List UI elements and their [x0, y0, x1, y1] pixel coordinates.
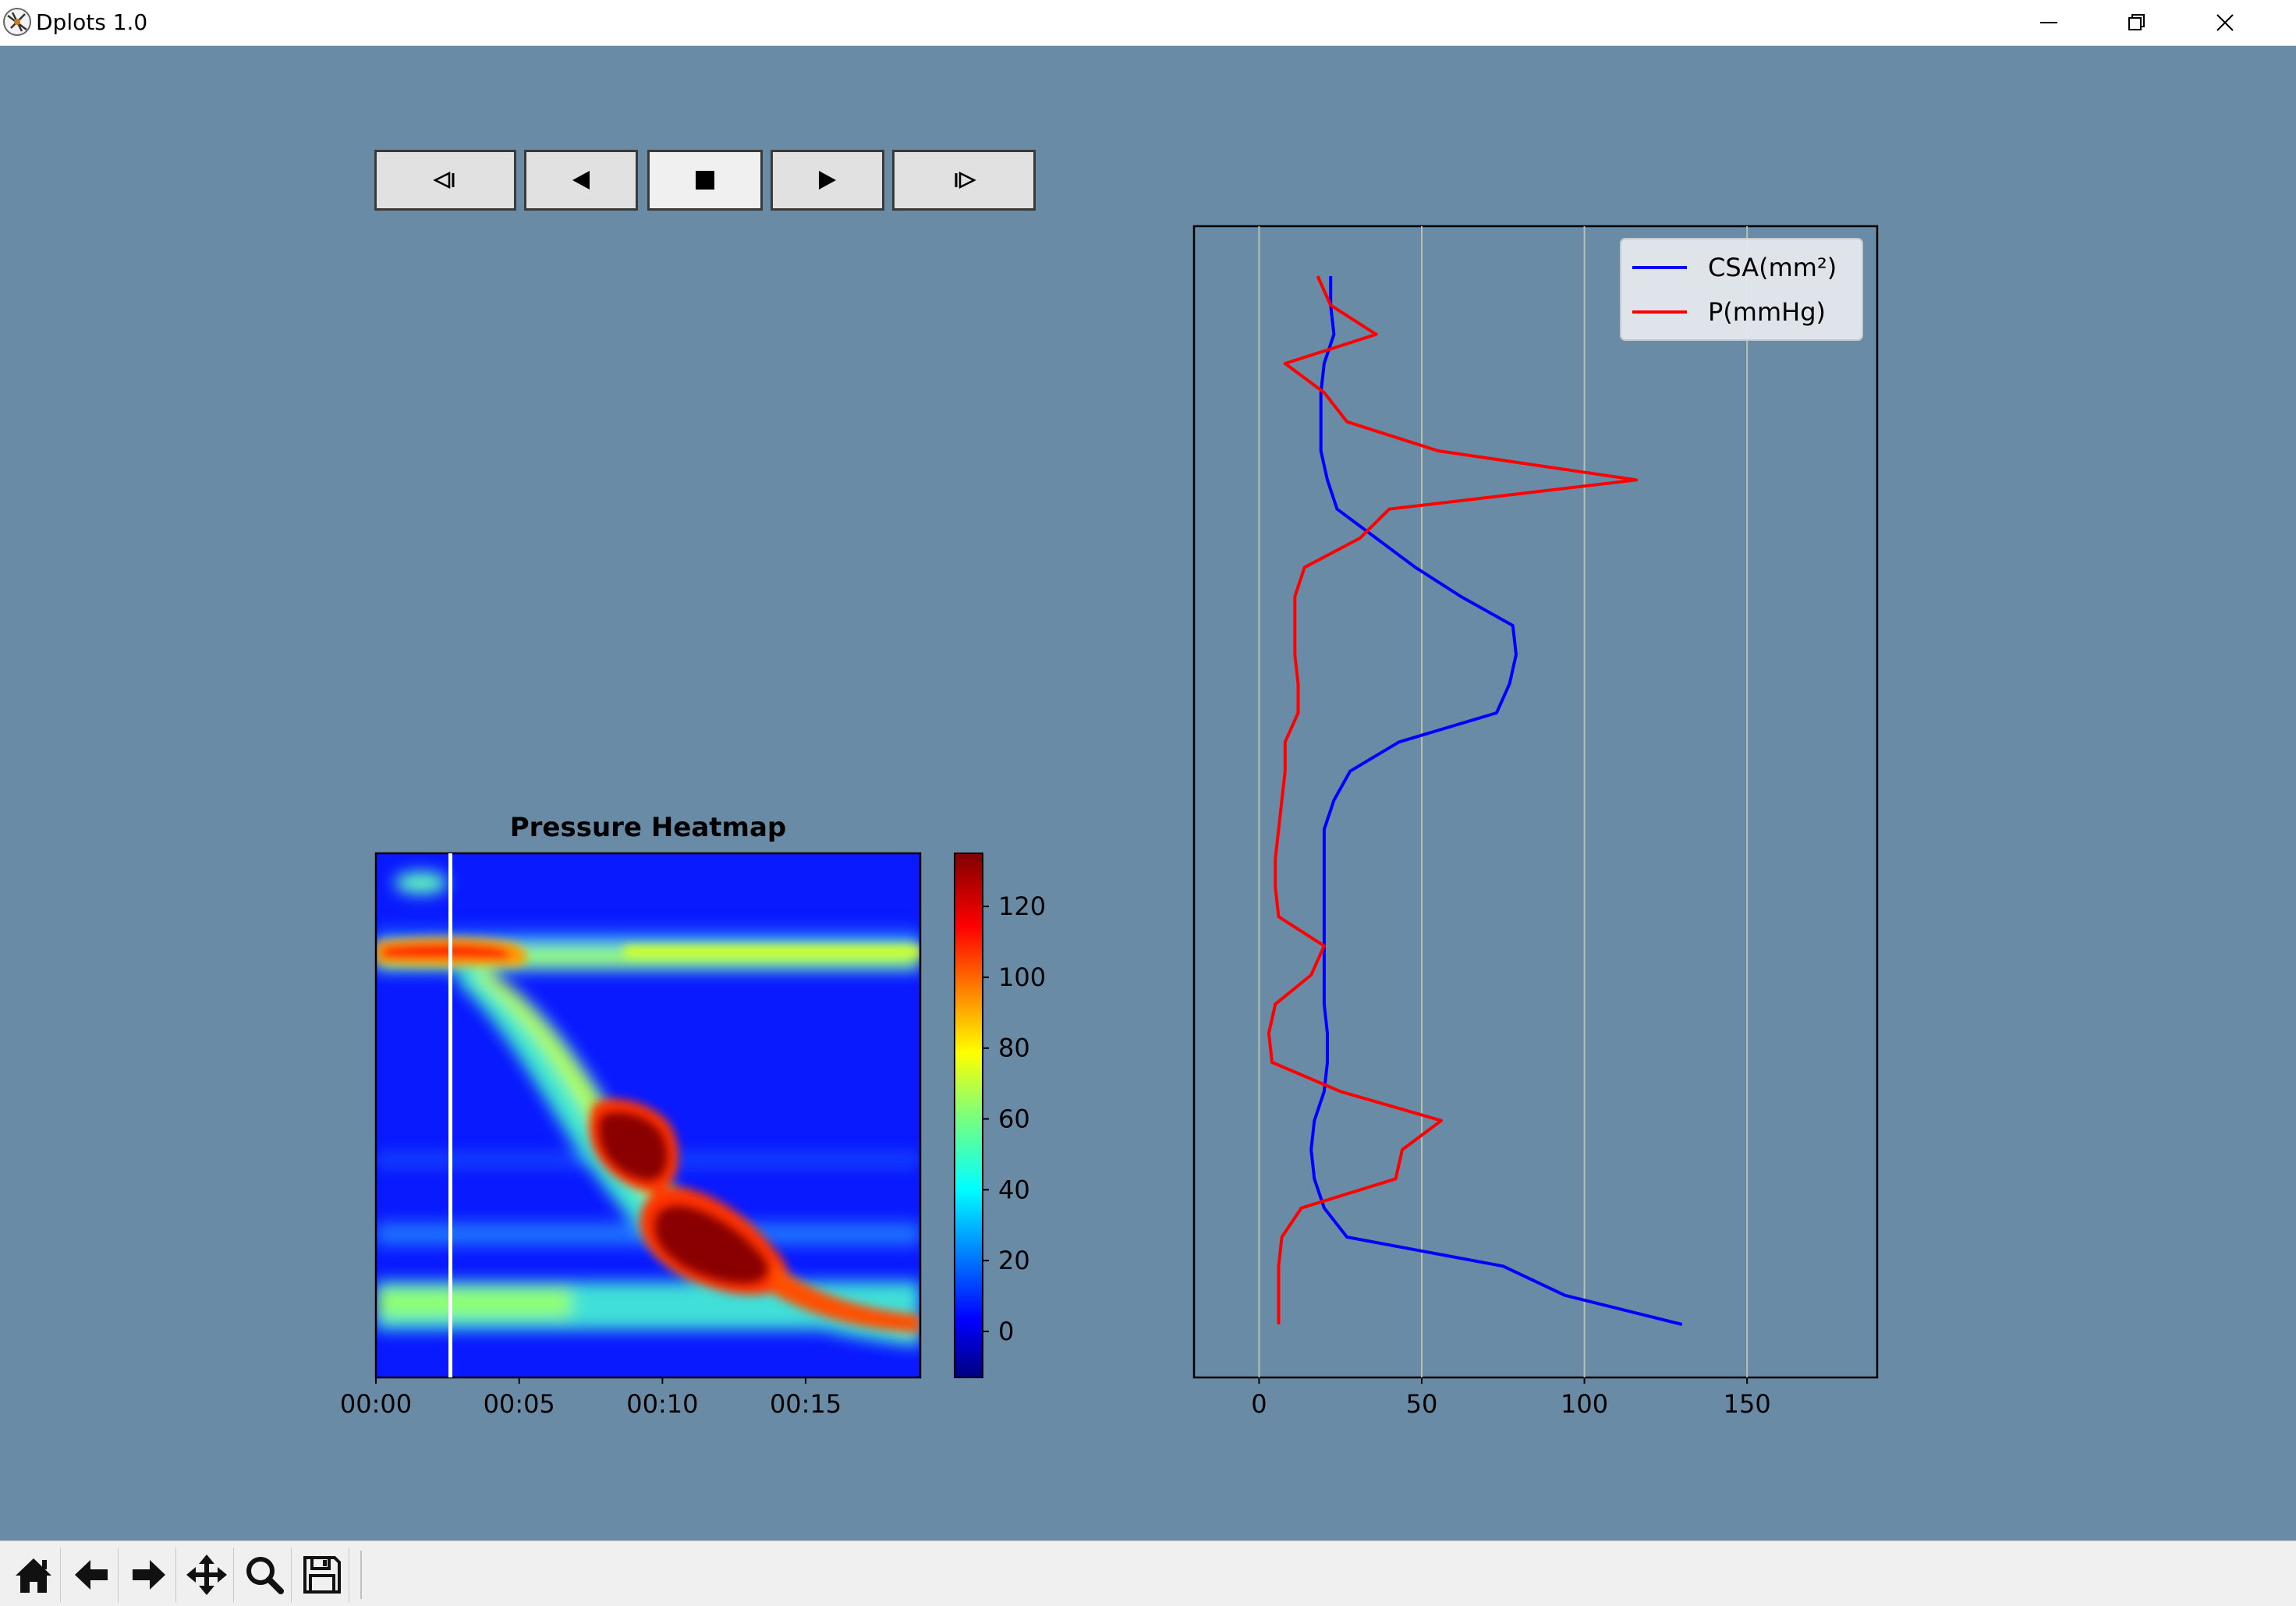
title-bar: Dplots 1.0 [0, 0, 2296, 46]
colorbar-axis: 0 20 40 60 80 100 120 [983, 892, 1046, 1346]
back-button[interactable] [64, 1548, 119, 1602]
heatmap-x-tick-label: 00:10 [626, 1389, 698, 1419]
save-icon [303, 1556, 341, 1594]
figure-canvas: Pressure Heatmap [0, 45, 2296, 1540]
csa-series-line [1309, 276, 1683, 1326]
forward-button[interactable] [122, 1548, 176, 1602]
line-plot-x-tick-label: 50 [1406, 1389, 1438, 1419]
heatmap-x-axis: 00:00 00:05 00:10 00:15 [340, 1377, 842, 1419]
colorbar-tick-label: 80 [998, 1033, 1030, 1063]
colorbar-tick-label: 0 [998, 1317, 1014, 1346]
colorbar [954, 853, 983, 1378]
step-back-icon [433, 171, 455, 190]
play-right-icon [819, 171, 836, 190]
step-forward-icon [955, 171, 976, 190]
pan-icon [186, 1555, 227, 1595]
toolbar-separator [360, 1551, 362, 1599]
legend-csa-label: CSA(mm²) [1708, 253, 1837, 282]
close-button[interactable] [2182, 0, 2268, 45]
legend-pressure-label: P(mmHg) [1708, 297, 1826, 327]
minimize-icon [2040, 22, 2057, 23]
stop-icon [696, 171, 714, 190]
restore-icon [2128, 14, 2145, 30]
line-plot-x-tick-label: 150 [1724, 1389, 1771, 1419]
zoom-icon [246, 1557, 284, 1594]
restore-button[interactable] [2093, 0, 2179, 45]
heatmap-frame [374, 852, 922, 1379]
step-back-button[interactable] [374, 150, 516, 211]
heatmap-x-tick-label: 00:05 [484, 1389, 555, 1419]
close-icon [2216, 14, 2234, 31]
play-left-icon [572, 171, 590, 190]
colorbar-tick-label: 60 [998, 1104, 1030, 1134]
colorbar-tick-label: 120 [998, 892, 1046, 921]
back-arrow-icon [74, 1560, 108, 1590]
line-plot-x-tick-label: 0 [1251, 1389, 1267, 1419]
line-plot-grid [1258, 226, 1749, 1377]
play-backward-button[interactable] [524, 150, 638, 211]
line-plot-x-axis: 0 50 100 150 [1251, 1377, 1771, 1419]
save-button[interactable] [295, 1548, 349, 1602]
line-plot-series [1267, 275, 1683, 1326]
heatmap-title: Pressure Heatmap [510, 812, 787, 843]
zoom-button[interactable] [237, 1548, 292, 1602]
minimize-button[interactable] [2006, 0, 2092, 45]
stop-button[interactable] [647, 150, 763, 211]
colorbar-tick-label: 40 [998, 1175, 1030, 1204]
plot-area: Pressure Heatmap [340, 225, 1879, 1419]
home-button[interactable] [6, 1548, 61, 1602]
pressure-heatmap [376, 853, 920, 1377]
pressure-series-line [1267, 275, 1639, 1324]
app-icon [3, 8, 31, 36]
step-forward-button[interactable] [892, 150, 1036, 211]
home-icon [15, 1558, 51, 1593]
window-title: Dplots 1.0 [36, 9, 148, 35]
line-plot-x-tick-label: 100 [1561, 1389, 1608, 1419]
heatmap-x-tick-label: 00:00 [340, 1389, 412, 1419]
colorbar-tick-label: 20 [998, 1246, 1030, 1275]
colorbar-tick-label: 100 [998, 963, 1046, 992]
heatmap-x-tick-label: 00:15 [770, 1389, 842, 1419]
navigation-toolbar [0, 1540, 2296, 1606]
legend: CSA(mm²) P(mmHg) [1620, 238, 1863, 341]
pan-button[interactable] [179, 1548, 234, 1602]
line-plot-frame [1192, 225, 1879, 1379]
play-forward-button[interactable] [771, 150, 884, 211]
forward-arrow-icon [132, 1560, 165, 1590]
